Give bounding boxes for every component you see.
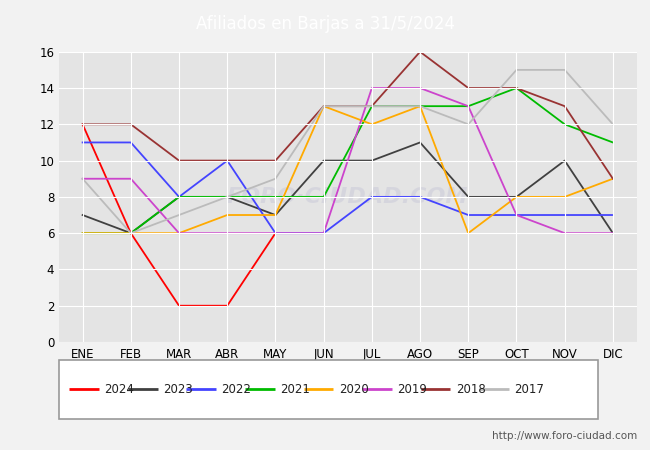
Text: 2019: 2019 [397, 383, 427, 396]
Text: 2022: 2022 [222, 383, 252, 396]
Text: Afiliados en Barjas a 31/5/2024: Afiliados en Barjas a 31/5/2024 [196, 14, 454, 33]
Text: http://www.foro-ciudad.com: http://www.foro-ciudad.com [492, 431, 637, 441]
Text: 2023: 2023 [163, 383, 192, 396]
Text: 2017: 2017 [514, 383, 544, 396]
Text: 2018: 2018 [456, 383, 486, 396]
Text: 2024: 2024 [105, 383, 135, 396]
Text: FORO·CIUDAD.COM: FORO·CIUDAD.COM [227, 187, 469, 207]
Text: 2020: 2020 [339, 383, 369, 396]
Text: 2021: 2021 [280, 383, 310, 396]
